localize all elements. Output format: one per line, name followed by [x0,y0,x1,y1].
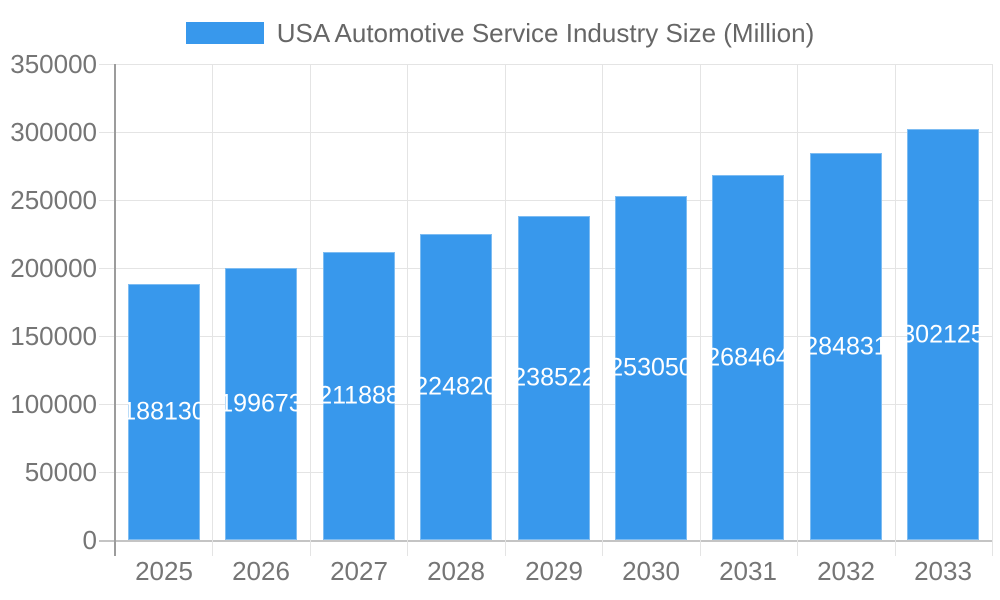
y-axis-line [114,64,116,556]
y-tick-label: 100000 [10,389,97,419]
x-tick-label: 2029 [525,556,583,586]
bar-value-label: 224820 [420,372,492,401]
bar-value-label: 199673 [225,389,297,418]
y-tick-label: 300000 [10,117,97,147]
bar-2026[interactable]: 199673 [225,268,297,540]
gridline-horizontal [99,132,992,133]
legend[interactable]: USA Automotive Service Industry Size (Mi… [0,18,1000,48]
bar-2027[interactable]: 211888 [323,252,395,540]
bar-value-label: 188130 [128,397,200,426]
bar-2028[interactable]: 224820 [420,234,492,540]
y-tick-label: 0 [82,525,97,555]
bar-2025[interactable]: 188130 [128,284,200,540]
x-tick-label: 2026 [232,556,290,586]
legend-label: USA Automotive Service Industry Size (Mi… [276,17,815,48]
gridline-vertical [602,64,603,556]
gridline-vertical [992,64,993,556]
x-tick-label: 2028 [427,556,485,586]
x-tick-label: 2025 [135,556,193,586]
bar-value-label: 302125 [907,320,979,348]
y-tick-label: 50000 [24,457,97,487]
bar-2031[interactable]: 268464 [712,175,784,540]
bar-2033[interactable]: 302125 [907,129,979,540]
bar-value-label: 238522 [518,363,590,392]
gridline-vertical [700,64,701,556]
gridline-vertical [212,64,213,556]
gridline-vertical [505,64,506,556]
x-tick-label: 2030 [622,556,680,586]
y-tick-label: 150000 [10,321,97,351]
gridline-vertical [895,64,896,556]
gridline-horizontal [99,200,992,201]
bar-value-label: 253050 [615,353,687,382]
bar-2029[interactable]: 238522 [518,216,590,540]
y-tick-label: 250000 [10,185,97,215]
gridline-vertical [797,64,798,556]
legend-swatch [185,22,264,44]
y-tick-label: 350000 [10,49,97,79]
bar-2032[interactable]: 284831 [810,153,882,540]
bar-value-label: 211888 [323,381,395,410]
gridline-horizontal [99,540,992,542]
bar-value-label: 268464 [712,343,784,371]
gridline-horizontal [99,64,992,65]
bar-2030[interactable]: 253050 [615,196,687,540]
bar-value-label: 284831 [810,332,882,360]
x-tick-label: 2033 [914,556,972,586]
y-tick-label: 200000 [10,253,97,283]
gridline-vertical [310,64,311,556]
x-tick-label: 2032 [817,556,875,586]
x-tick-label: 2031 [719,556,777,586]
gridline-vertical [407,64,408,556]
x-tick-label: 2027 [330,556,388,586]
